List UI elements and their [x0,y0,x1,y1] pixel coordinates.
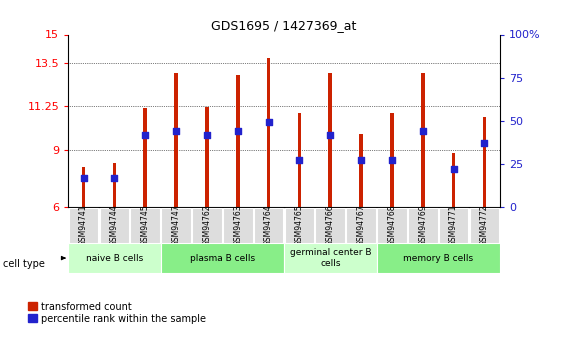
Text: GSM94765: GSM94765 [295,204,304,246]
Text: GSM94771: GSM94771 [449,204,458,246]
FancyBboxPatch shape [285,208,314,243]
Text: memory B cells: memory B cells [403,254,473,263]
Text: naive B cells: naive B cells [86,254,143,263]
Bar [82,167,85,207]
FancyBboxPatch shape [99,208,129,243]
FancyBboxPatch shape [470,208,499,243]
Bar [328,73,332,207]
Text: GSM94772: GSM94772 [480,204,489,246]
Point [141,132,150,137]
Text: GSM94766: GSM94766 [326,204,335,246]
Text: germinal center B
cells: germinal center B cells [290,248,371,268]
FancyBboxPatch shape [161,208,191,243]
FancyBboxPatch shape [408,208,437,243]
Point [418,128,427,134]
Text: GSM94764: GSM94764 [264,204,273,246]
FancyBboxPatch shape [439,208,469,243]
Legend: transformed count, percentile rank within the sample: transformed count, percentile rank withi… [28,302,206,324]
Text: cell type: cell type [3,259,45,269]
Text: GSM94745: GSM94745 [141,204,150,246]
FancyBboxPatch shape [346,208,376,243]
FancyBboxPatch shape [254,208,283,243]
Point [110,175,119,180]
Text: GSM94747: GSM94747 [172,204,181,246]
FancyBboxPatch shape [315,208,345,243]
Point [264,120,273,125]
FancyBboxPatch shape [68,244,161,273]
Bar [205,107,209,207]
FancyBboxPatch shape [161,244,284,273]
FancyBboxPatch shape [223,208,253,243]
Point [233,128,243,134]
Point [325,132,335,137]
Text: plasma B cells: plasma B cells [190,254,255,263]
Point [480,140,489,146]
Bar [483,117,486,207]
Bar [267,58,270,207]
FancyBboxPatch shape [131,208,160,243]
Point [387,158,396,163]
Bar [452,153,456,207]
Bar [112,163,116,207]
FancyBboxPatch shape [284,244,377,273]
Text: GSM94768: GSM94768 [387,204,396,246]
Point [202,132,211,137]
Point [79,175,88,180]
Bar [359,134,363,207]
Bar [421,73,425,207]
Bar [174,73,178,207]
Bar [236,75,240,207]
FancyBboxPatch shape [377,208,407,243]
Bar [143,108,147,207]
FancyBboxPatch shape [69,208,98,243]
Title: GDS1695 / 1427369_at: GDS1695 / 1427369_at [211,19,357,32]
Text: GSM94744: GSM94744 [110,204,119,246]
Text: GSM94741: GSM94741 [79,204,88,246]
Point [295,158,304,163]
FancyBboxPatch shape [377,244,500,273]
Bar [298,113,301,207]
Text: GSM94767: GSM94767 [357,204,366,246]
Point [449,166,458,172]
Bar [390,113,394,207]
Point [172,128,181,134]
Text: GSM94762: GSM94762 [202,204,211,246]
FancyBboxPatch shape [192,208,222,243]
Text: GSM94769: GSM94769 [418,204,427,246]
Text: GSM94763: GSM94763 [233,204,242,246]
Point [357,158,366,163]
